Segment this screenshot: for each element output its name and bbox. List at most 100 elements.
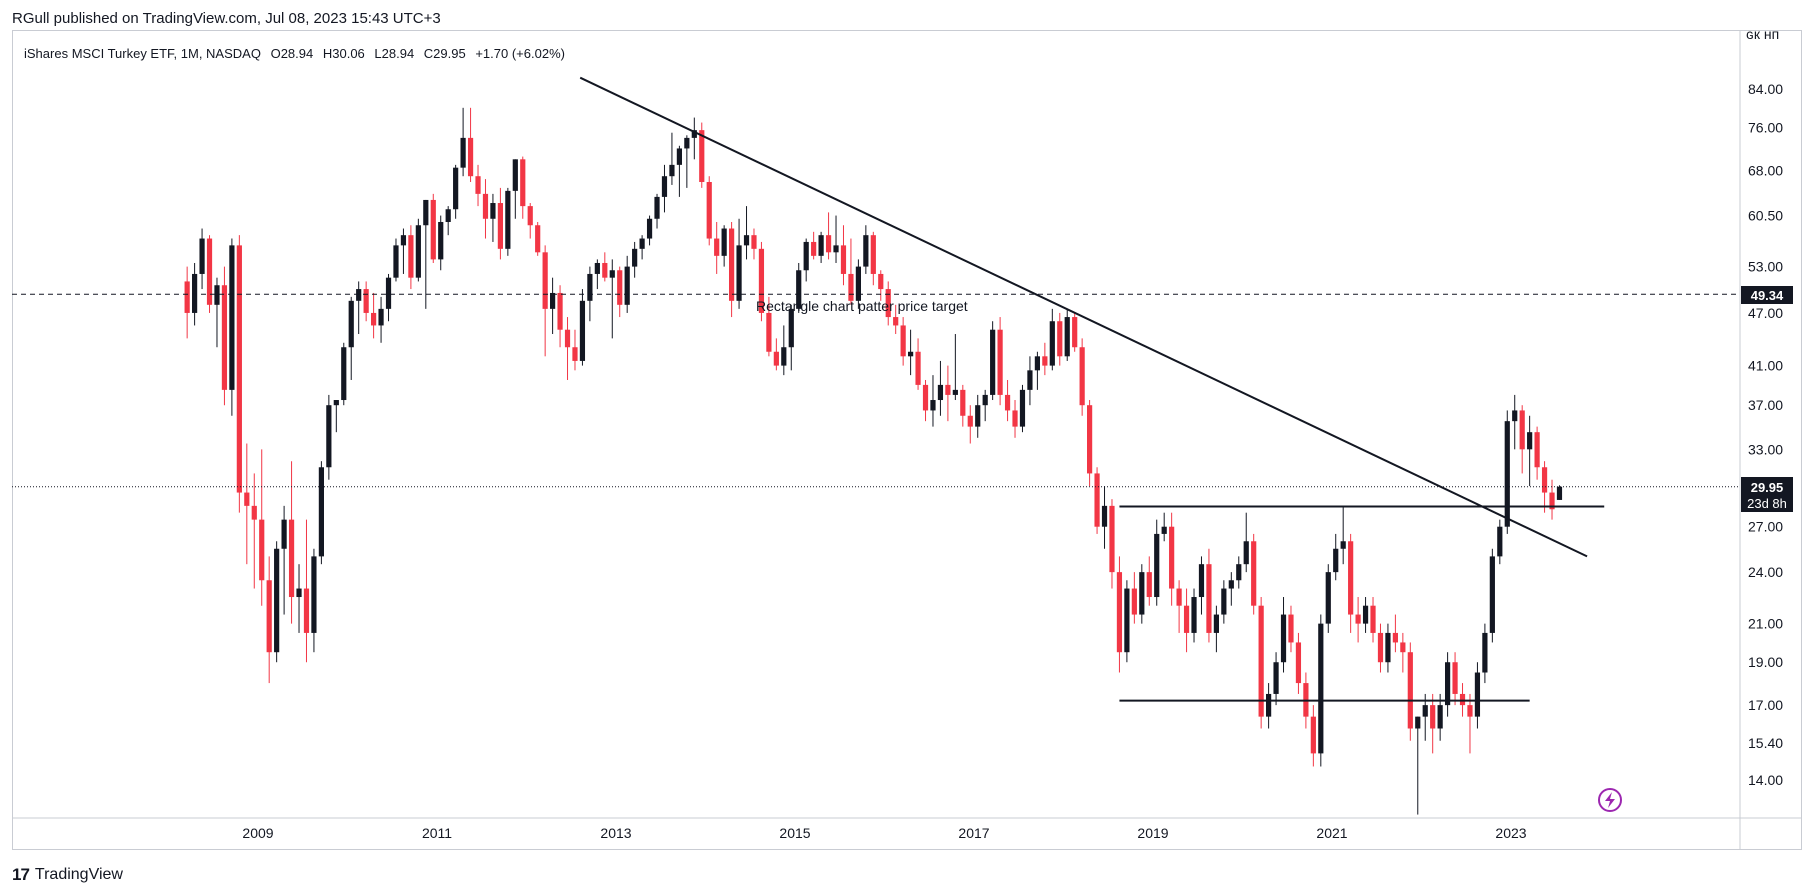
candle[interactable] [1087, 400, 1093, 487]
candle[interactable] [1385, 623, 1391, 673]
candle[interactable] [229, 238, 235, 416]
candle[interactable] [1377, 623, 1384, 673]
candle[interactable] [385, 273, 392, 322]
candle[interactable] [863, 225, 869, 274]
candle[interactable] [1325, 564, 1331, 633]
candle[interactable] [1169, 512, 1175, 606]
candle[interactable] [550, 277, 556, 335]
candle[interactable] [281, 505, 287, 615]
candle[interactable] [1161, 512, 1167, 542]
candle[interactable] [900, 317, 906, 366]
candle[interactable] [1198, 556, 1205, 615]
candle[interactable] [840, 225, 847, 286]
candle[interactable] [1034, 351, 1040, 390]
candle[interactable] [467, 107, 474, 183]
candle[interactable] [199, 228, 205, 290]
candle[interactable] [535, 221, 541, 256]
candle[interactable] [371, 292, 377, 339]
candle[interactable] [1415, 716, 1421, 815]
candle[interactable] [505, 187, 511, 256]
candle[interactable] [445, 206, 451, 236]
candle[interactable] [274, 541, 280, 663]
candle[interactable] [1482, 623, 1488, 684]
candle[interactable] [356, 281, 362, 335]
candle[interactable] [788, 304, 794, 371]
candle[interactable] [326, 394, 332, 480]
candle[interactable] [408, 225, 414, 290]
footer-brand[interactable]: 17 TradingView [12, 865, 123, 885]
candle[interactable] [945, 365, 951, 422]
candle[interactable] [1295, 632, 1302, 694]
candle[interactable] [1474, 662, 1481, 729]
candle[interactable] [1348, 533, 1354, 633]
candle[interactable] [1183, 588, 1190, 653]
candle[interactable] [751, 228, 757, 260]
candle[interactable] [333, 400, 339, 433]
candle[interactable] [1057, 312, 1063, 366]
candle[interactable] [1191, 588, 1197, 643]
candle[interactable] [878, 270, 884, 301]
candle[interactable] [1019, 384, 1026, 433]
candle[interactable] [1445, 652, 1451, 717]
candle[interactable] [430, 193, 436, 263]
candle[interactable] [825, 212, 832, 260]
candle[interactable] [214, 277, 220, 348]
candle[interactable] [236, 235, 242, 513]
candle[interactable] [184, 266, 190, 339]
candle[interactable] [1213, 605, 1219, 653]
candle[interactable] [1131, 572, 1137, 624]
candle[interactable] [893, 304, 899, 335]
candle[interactable] [1206, 548, 1212, 643]
candle[interactable] [1340, 505, 1346, 565]
candle[interactable] [1355, 597, 1361, 643]
candle[interactable] [438, 215, 444, 271]
candle[interactable] [1273, 652, 1279, 706]
candle[interactable] [870, 231, 876, 286]
candle[interactable] [1541, 461, 1548, 513]
candle[interactable] [721, 225, 727, 267]
candle[interactable] [1266, 683, 1272, 729]
candle[interactable] [908, 329, 914, 376]
candle[interactable] [1258, 597, 1264, 729]
candle[interactable] [244, 443, 250, 565]
candle[interactable] [1504, 410, 1510, 534]
candle[interactable] [490, 193, 496, 242]
candle[interactable] [1027, 356, 1033, 406]
lightning-icon[interactable] [1598, 788, 1622, 812]
candle[interactable] [990, 321, 996, 401]
candle[interactable] [564, 317, 571, 380]
candle[interactable] [1221, 580, 1227, 624]
candle[interactable] [833, 215, 839, 263]
candle[interactable] [1228, 572, 1234, 606]
candle[interactable] [1318, 614, 1324, 767]
candle[interactable] [1556, 485, 1563, 500]
candle[interactable] [1430, 693, 1436, 754]
candle[interactable] [341, 342, 347, 406]
candle[interactable] [758, 241, 765, 322]
candle[interactable] [453, 164, 459, 219]
candle[interactable] [1236, 556, 1242, 589]
candle[interactable] [572, 329, 578, 371]
candle[interactable] [1288, 605, 1294, 653]
candle[interactable] [512, 159, 518, 219]
candle[interactable] [1251, 533, 1257, 615]
candle[interactable] [714, 221, 720, 274]
candle[interactable] [221, 266, 228, 406]
candle[interactable] [1422, 693, 1428, 741]
candle[interactable] [415, 218, 421, 282]
candle[interactable] [930, 375, 936, 427]
candle[interactable] [706, 176, 712, 246]
candle[interactable] [885, 281, 891, 326]
candle[interactable] [1072, 312, 1078, 352]
candle[interactable] [960, 384, 966, 427]
candle[interactable] [542, 245, 548, 357]
candle[interactable] [579, 289, 586, 366]
candle[interactable] [1079, 338, 1085, 416]
candle[interactable] [1101, 486, 1108, 549]
candle[interactable] [1042, 342, 1048, 376]
candle[interactable] [1124, 580, 1130, 663]
candle[interactable] [1549, 479, 1555, 520]
candle[interactable] [632, 241, 638, 278]
candle[interactable] [661, 164, 668, 213]
candle[interactable] [1280, 597, 1287, 673]
